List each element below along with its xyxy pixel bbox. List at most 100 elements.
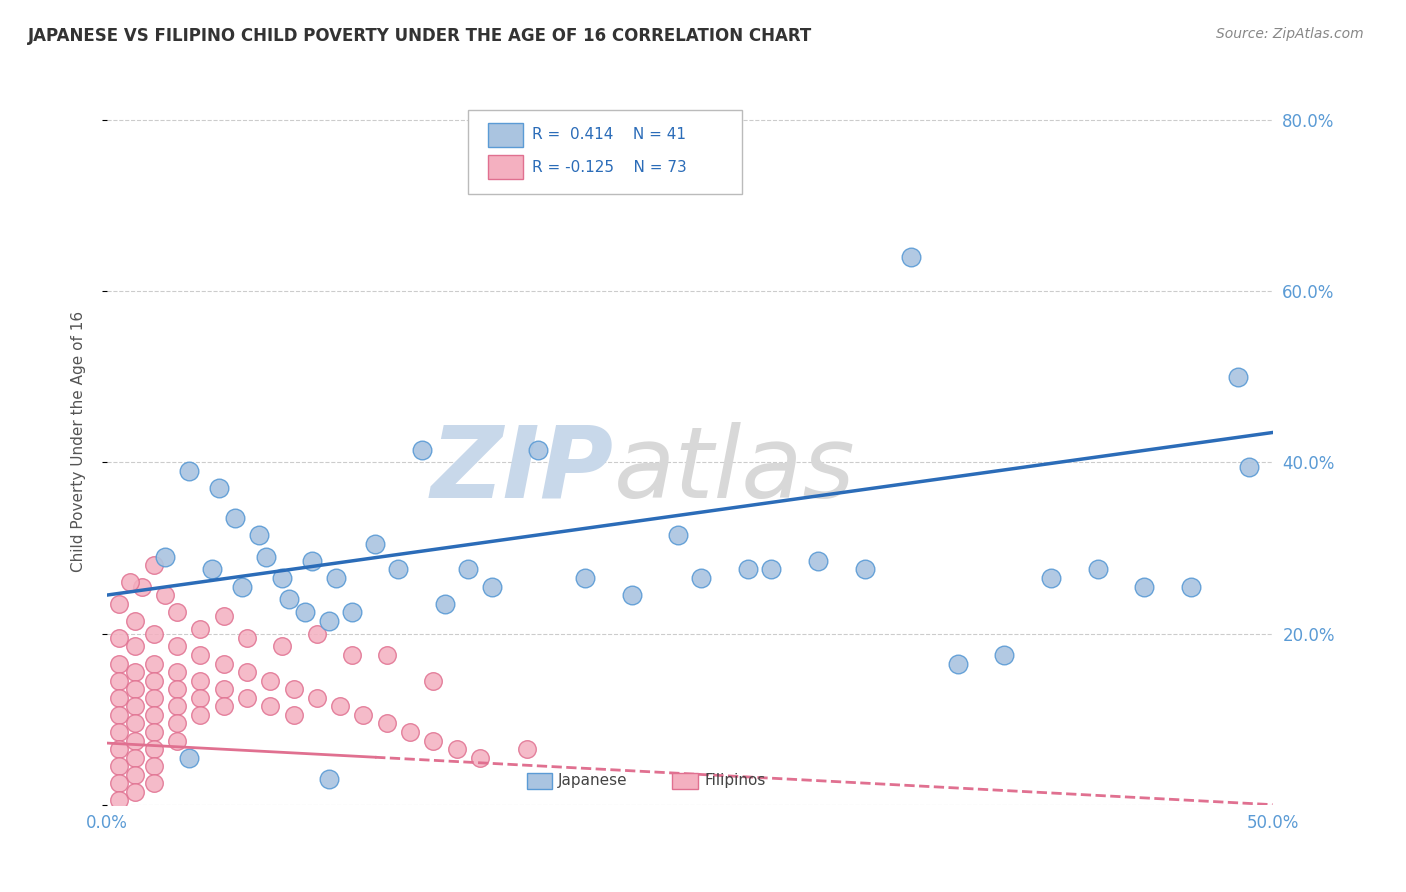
- Point: [422, 673, 444, 688]
- Point: [270, 571, 292, 585]
- Point: [107, 597, 129, 611]
- Bar: [488, 122, 523, 146]
- Point: [340, 605, 363, 619]
- Point: [124, 785, 146, 799]
- Point: [177, 750, 200, 764]
- Point: [188, 690, 211, 705]
- Point: [574, 571, 596, 585]
- Point: [107, 657, 129, 671]
- FancyBboxPatch shape: [468, 111, 742, 194]
- Point: [142, 725, 165, 739]
- Point: [340, 648, 363, 662]
- Text: atlas: atlas: [614, 422, 856, 518]
- Point: [375, 716, 398, 731]
- Point: [107, 673, 129, 688]
- Point: [231, 580, 253, 594]
- Point: [364, 537, 387, 551]
- Point: [107, 631, 129, 645]
- Text: Filipinos: Filipinos: [704, 773, 766, 789]
- Point: [142, 759, 165, 773]
- Point: [690, 571, 713, 585]
- Point: [212, 682, 235, 697]
- Bar: [672, 772, 697, 789]
- Point: [329, 699, 352, 714]
- Text: ZIP: ZIP: [432, 422, 614, 518]
- Point: [124, 768, 146, 782]
- Point: [993, 648, 1015, 662]
- Point: [188, 622, 211, 636]
- Point: [212, 609, 235, 624]
- Point: [325, 571, 347, 585]
- Point: [124, 750, 146, 764]
- Text: R = -0.125    N = 73: R = -0.125 N = 73: [533, 161, 688, 175]
- Text: Source: ZipAtlas.com: Source: ZipAtlas.com: [1216, 27, 1364, 41]
- Point: [124, 716, 146, 731]
- Point: [166, 665, 188, 679]
- Point: [142, 657, 165, 671]
- Point: [305, 690, 328, 705]
- Point: [166, 699, 188, 714]
- Point: [434, 597, 457, 611]
- Point: [318, 772, 340, 786]
- Point: [1226, 370, 1249, 384]
- Point: [853, 562, 876, 576]
- Point: [305, 626, 328, 640]
- Point: [236, 631, 259, 645]
- Point: [1040, 571, 1063, 585]
- Point: [107, 725, 129, 739]
- Point: [1237, 459, 1260, 474]
- Point: [737, 562, 759, 576]
- Bar: [527, 772, 553, 789]
- Point: [527, 442, 550, 457]
- Point: [142, 626, 165, 640]
- Point: [107, 759, 129, 773]
- Point: [166, 640, 188, 654]
- Point: [375, 648, 398, 662]
- Point: [468, 750, 491, 764]
- Point: [318, 614, 340, 628]
- Point: [124, 699, 146, 714]
- Point: [411, 442, 433, 457]
- Point: [142, 742, 165, 756]
- Point: [620, 588, 643, 602]
- Point: [283, 707, 305, 722]
- Point: [166, 605, 188, 619]
- Point: [259, 699, 281, 714]
- Point: [946, 657, 969, 671]
- Point: [142, 707, 165, 722]
- Point: [301, 554, 323, 568]
- Point: [283, 682, 305, 697]
- Point: [188, 673, 211, 688]
- Point: [124, 733, 146, 747]
- Point: [1180, 580, 1202, 594]
- Point: [294, 605, 316, 619]
- Point: [446, 742, 468, 756]
- Point: [457, 562, 479, 576]
- Point: [212, 699, 235, 714]
- Point: [761, 562, 783, 576]
- Point: [166, 716, 188, 731]
- Point: [201, 562, 224, 576]
- Point: [481, 580, 503, 594]
- Point: [107, 793, 129, 807]
- Point: [399, 725, 422, 739]
- Point: [259, 673, 281, 688]
- Text: R =  0.414    N = 41: R = 0.414 N = 41: [533, 128, 686, 143]
- Point: [155, 588, 177, 602]
- Point: [516, 742, 538, 756]
- Point: [807, 554, 830, 568]
- Point: [387, 562, 409, 576]
- Point: [124, 614, 146, 628]
- Point: [353, 707, 375, 722]
- Point: [142, 690, 165, 705]
- Point: [270, 640, 292, 654]
- Point: [422, 733, 444, 747]
- Point: [107, 707, 129, 722]
- Text: JAPANESE VS FILIPINO CHILD POVERTY UNDER THE AGE OF 16 CORRELATION CHART: JAPANESE VS FILIPINO CHILD POVERTY UNDER…: [28, 27, 813, 45]
- Point: [1087, 562, 1109, 576]
- Point: [142, 558, 165, 573]
- Point: [107, 776, 129, 790]
- Point: [900, 250, 922, 264]
- Point: [142, 776, 165, 790]
- Point: [1133, 580, 1156, 594]
